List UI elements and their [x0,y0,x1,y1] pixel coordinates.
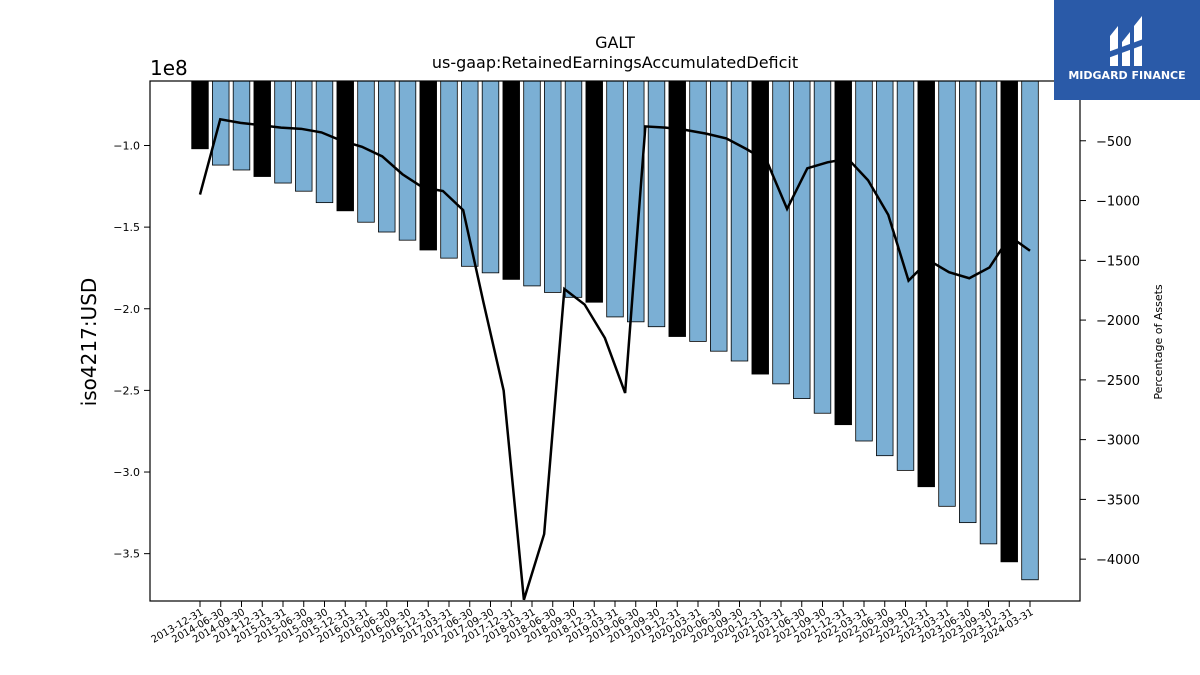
y-tick-label: −1.0 [113,139,140,152]
bar [876,80,894,457]
bar [813,80,832,414]
bar [917,80,935,488]
bar [232,80,251,171]
y-tick-label: −2.0 [113,303,140,316]
brand-logo: MIDGARD FINANCE [1054,0,1200,100]
y2-tick-label: −2500 [1096,374,1140,389]
bar [710,80,728,352]
y-tick-label: −3.5 [113,548,140,561]
y2-tick-label: −2000 [1096,314,1140,329]
bar [772,80,790,385]
bar [730,80,749,362]
y2-axis-label: Percentage of Assets [1152,284,1165,400]
bar [606,80,624,318]
y-axis-label: iso4217:USD [77,278,101,407]
bar [689,80,707,342]
bar [336,80,354,212]
bar [398,80,417,241]
bar [419,80,437,251]
bar [647,80,666,328]
bar [564,80,583,298]
x-axis-ticks: 2013-12-312014-06-302014-09-302014-12-31… [150,601,1036,646]
chart-title: GALT [595,33,635,52]
bars-group [191,80,1039,581]
bar [440,80,458,259]
bar [191,80,209,150]
y2-tick-label: −500 [1096,135,1132,150]
bar [751,80,769,375]
series-line [198,117,1031,601]
y2-tick-label: −3500 [1096,493,1140,508]
chart-subtitle: us-gaap:RetainedEarningsAccumulatedDefic… [432,53,798,72]
bar [585,80,603,303]
y2-tick-label: −3000 [1096,434,1140,449]
y-offset-label: 1e8 [150,56,188,80]
bar [668,80,686,337]
y-tick-label: −2.5 [113,384,140,397]
y2-axis-ticks: −500 −1000 −1500 −2000 −2500 −3000 −3500 −4000 [1080,135,1140,568]
bar [627,80,645,323]
bar [481,80,500,274]
bar [212,80,230,166]
bar [834,80,852,426]
bar [295,80,313,192]
bar [502,80,520,280]
bar [896,80,915,471]
bar [1000,80,1018,563]
bar [523,80,541,287]
y-axis-ticks: −1.0 −1.5 −2.0 −2.5 −3.0 −3.5 [113,139,150,561]
bar [253,80,271,177]
y2-tick-label: −4000 [1096,553,1140,568]
line-group [198,117,1031,601]
bar [315,80,334,204]
brand-name: MIDGARD FINANCE [1068,69,1186,82]
y-tick-label: −3.0 [113,466,140,479]
bar [544,80,562,293]
bar [793,80,811,399]
bar [855,80,873,442]
y2-tick-label: −1000 [1096,195,1140,210]
bar [274,80,292,184]
y2-tick-label: −1500 [1096,254,1140,269]
y-tick-label: −1.5 [113,221,140,234]
bar [1021,80,1039,581]
midgard-logo-icon [1108,16,1146,66]
bar [979,80,998,545]
bar [938,80,956,507]
bar [959,80,977,524]
